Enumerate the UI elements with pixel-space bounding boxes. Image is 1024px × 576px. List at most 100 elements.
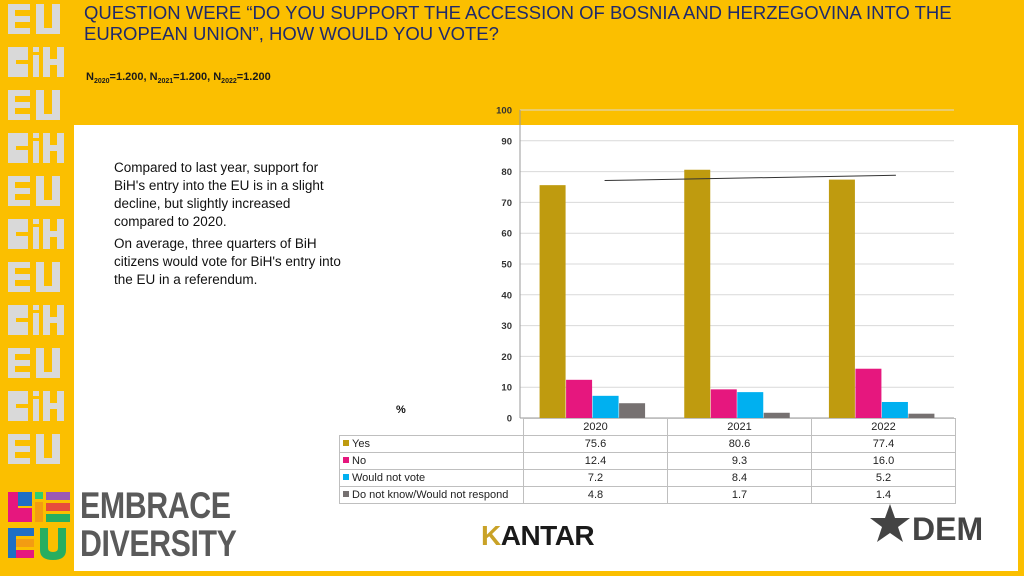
y-tick-label: 70 — [501, 198, 512, 209]
diversity-line: DIVERSITY — [80, 523, 237, 564]
legend-swatch-no — [343, 457, 349, 464]
sidebar-pattern-block — [8, 28, 30, 34]
header-band — [74, 0, 1024, 125]
sidebar-pattern-block — [16, 236, 28, 249]
bih-eu-color-logo — [8, 492, 70, 560]
y-tick-label: 90 — [501, 136, 512, 147]
kantar-logo: KANTAR — [481, 520, 595, 552]
sidebar-pattern-block — [8, 219, 16, 249]
table-row-yes: Yes 75.6 80.6 77.4 — [339, 435, 956, 453]
table-header-row: 2020 2021 2022 — [340, 418, 956, 436]
embrace-diversity-logo-text: EMBRACE DIVERSITY — [80, 485, 237, 564]
legend-label-would-not-vote: Would not vote — [352, 472, 426, 484]
sidebar-pattern-block — [36, 434, 44, 464]
sidebar-pattern-block — [16, 322, 28, 335]
bih-eu-pattern — [8, 4, 64, 464]
table-cell: 5.2 — [811, 469, 956, 487]
table-cell: 8.4 — [667, 469, 812, 487]
legend-label-yes: Yes — [352, 438, 370, 450]
sample-size-label-2020: N2020=1.200, — [86, 71, 150, 86]
table-cell: 16.0 — [811, 452, 956, 470]
sidebar-pattern-block — [16, 47, 28, 60]
description-paragraph-2: On average, three quarters of BiH citize… — [114, 236, 341, 287]
dem-star-icon — [870, 504, 910, 542]
sidebar-pattern-block — [36, 114, 60, 120]
sidebar-pattern-block — [8, 16, 30, 22]
sidebar-pattern-block — [36, 348, 44, 378]
bar-do-not-know-would-not-respond-2022 — [908, 413, 935, 418]
sidebar-pattern-block — [36, 372, 60, 378]
sidebar-pattern-block — [43, 145, 64, 151]
table-cell: 9.3 — [667, 452, 812, 470]
y-tick-label: 30 — [501, 321, 512, 332]
sidebar-pattern-block — [33, 227, 39, 249]
legend-label-no: No — [352, 455, 367, 467]
kantar-logo-k: K — [481, 520, 501, 551]
sidebar-pattern-block — [8, 188, 30, 194]
sample-size-label-2022: N2022=1.200 — [213, 71, 271, 86]
table-year-2022: 2022 — [811, 418, 956, 436]
legend-yes: Yes — [339, 435, 524, 453]
sidebar-pattern-block — [8, 360, 30, 366]
y-tick-label: 80 — [501, 167, 512, 178]
bar-do-not-know-would-not-respond-2021 — [763, 412, 790, 418]
table-cell: 80.6 — [667, 435, 812, 453]
legend-swatch-yes — [343, 440, 349, 447]
sidebar-pattern-block — [8, 90, 30, 96]
sidebar-pattern-block — [33, 133, 39, 138]
sidebar-pattern-block — [43, 231, 64, 237]
unit-label: % — [396, 404, 406, 416]
sidebar-pattern-block — [8, 262, 30, 268]
sidebar-pattern-block — [8, 274, 30, 280]
sidebar-pattern-block — [16, 64, 28, 77]
bar-no-2021 — [710, 389, 737, 418]
chart-description: Compared to last year, support for BiH's… — [114, 159, 349, 293]
embrace-line: EMBRACE — [80, 485, 231, 526]
y-tick-label: 20 — [501, 352, 512, 363]
table-year-2021: 2021 — [667, 418, 812, 436]
sidebar-pattern-block — [33, 47, 39, 52]
sidebar-pattern-block — [16, 219, 28, 232]
sidebar-pattern-block — [8, 262, 15, 292]
sidebar-pattern-block — [36, 200, 60, 206]
sidebar-pattern-block — [8, 133, 16, 163]
legend-swatch-dont-know — [343, 491, 349, 498]
sidebar-pattern-block — [8, 47, 16, 77]
sidebar-pattern-block — [33, 55, 39, 77]
legend-dont-know: Do not know/Would not respond — [339, 486, 524, 504]
sidebar-pattern-block — [33, 313, 39, 335]
y-tick-label: 100 — [496, 106, 512, 117]
sidebar-pattern-block — [52, 4, 60, 34]
bar-yes-2021 — [684, 169, 711, 418]
bar-would-not-vote-2020 — [592, 395, 619, 418]
sidebar-pattern-block — [52, 176, 60, 206]
sidebar-pattern-block — [8, 348, 30, 354]
sidebar-pattern-block — [52, 262, 60, 292]
sidebar-pattern-block — [16, 150, 28, 163]
sidebar-pattern-block — [8, 348, 15, 378]
legend-no: No — [339, 452, 524, 470]
y-tick-label: 60 — [501, 229, 512, 240]
y-tick-label: 50 — [501, 260, 512, 271]
sidebar-pattern-block — [8, 114, 30, 120]
table-corner — [340, 419, 524, 436]
sidebar-pattern-block — [36, 90, 44, 120]
sidebar-pattern-block — [8, 4, 30, 10]
sidebar-pattern-block — [36, 458, 60, 464]
sidebar-logo-strip — [0, 0, 74, 576]
sidebar-pattern-block — [8, 4, 15, 34]
legend-swatch-would-not-vote — [343, 474, 349, 481]
sidebar-pattern-block — [36, 28, 60, 34]
bar-no-2020 — [566, 379, 593, 418]
sidebar-pattern-block — [33, 141, 39, 163]
sidebar-pattern-block — [16, 305, 28, 318]
sidebar-pattern-block — [8, 434, 30, 440]
data-table: 2020 2021 2022 Yes 75.6 80.6 77.4 No 12.… — [339, 418, 956, 504]
sidebar-pattern-block — [8, 176, 30, 182]
table-year-2020: 2020 — [523, 418, 668, 436]
sidebar-pattern-block — [43, 403, 64, 409]
sidebar-pattern-block — [8, 286, 30, 292]
bar-yes-2020 — [539, 185, 566, 418]
table-cell: 77.4 — [811, 435, 956, 453]
bar-no-2022 — [855, 368, 882, 418]
